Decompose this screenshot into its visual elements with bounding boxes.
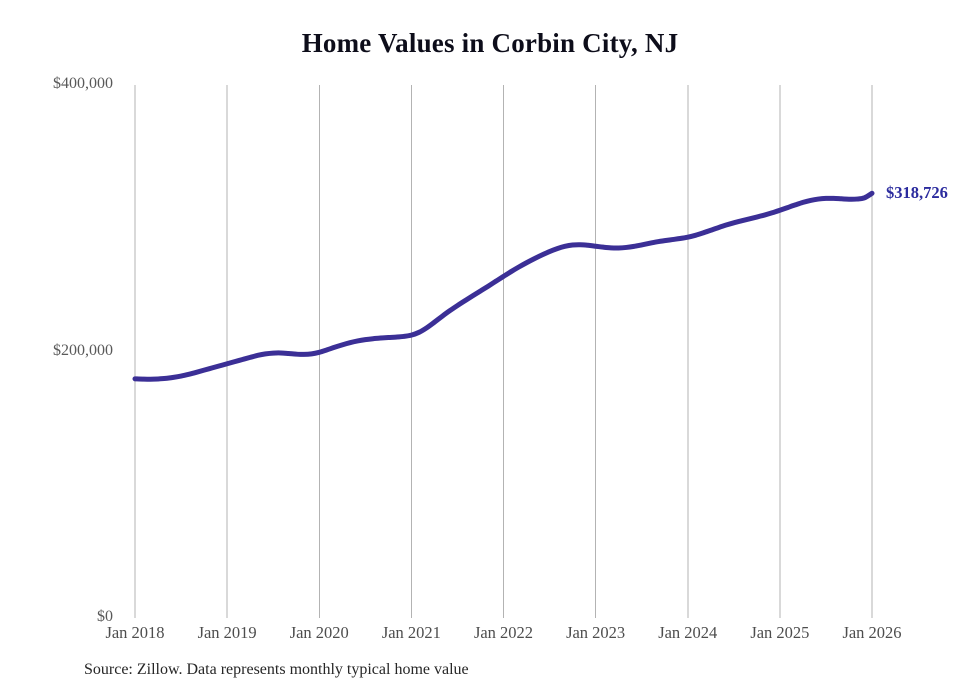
end-value-annotation: $318,726 bbox=[886, 183, 948, 203]
y-axis-tick-label: $400,000 bbox=[53, 75, 113, 92]
x-axis-tick-label: Jan 2026 bbox=[842, 623, 902, 642]
x-axis-tick-label: Jan 2021 bbox=[381, 623, 441, 642]
x-axis-tick-label: Jan 2020 bbox=[289, 623, 349, 642]
x-axis-tick-label: Jan 2025 bbox=[750, 623, 810, 642]
gridlines bbox=[134, 85, 873, 618]
x-axis-tick-label: Jan 2018 bbox=[105, 623, 165, 642]
x-axis-tick-label: Jan 2023 bbox=[566, 623, 626, 642]
chart-title: Home Values in Corbin City, NJ bbox=[301, 28, 679, 58]
y-axis-tick-label: $200,000 bbox=[53, 341, 113, 359]
source-note: Source: Zillow. Data represents monthly … bbox=[84, 661, 469, 678]
x-axis-tick-label: Jan 2024 bbox=[658, 623, 718, 642]
data-series bbox=[132, 190, 875, 382]
home-value-line bbox=[132, 190, 875, 382]
x-axis-tick-label: Jan 2022 bbox=[473, 623, 534, 642]
y-axis-tick-label: $0 bbox=[97, 608, 113, 625]
x-axis-tick-label: Jan 2019 bbox=[197, 623, 257, 642]
